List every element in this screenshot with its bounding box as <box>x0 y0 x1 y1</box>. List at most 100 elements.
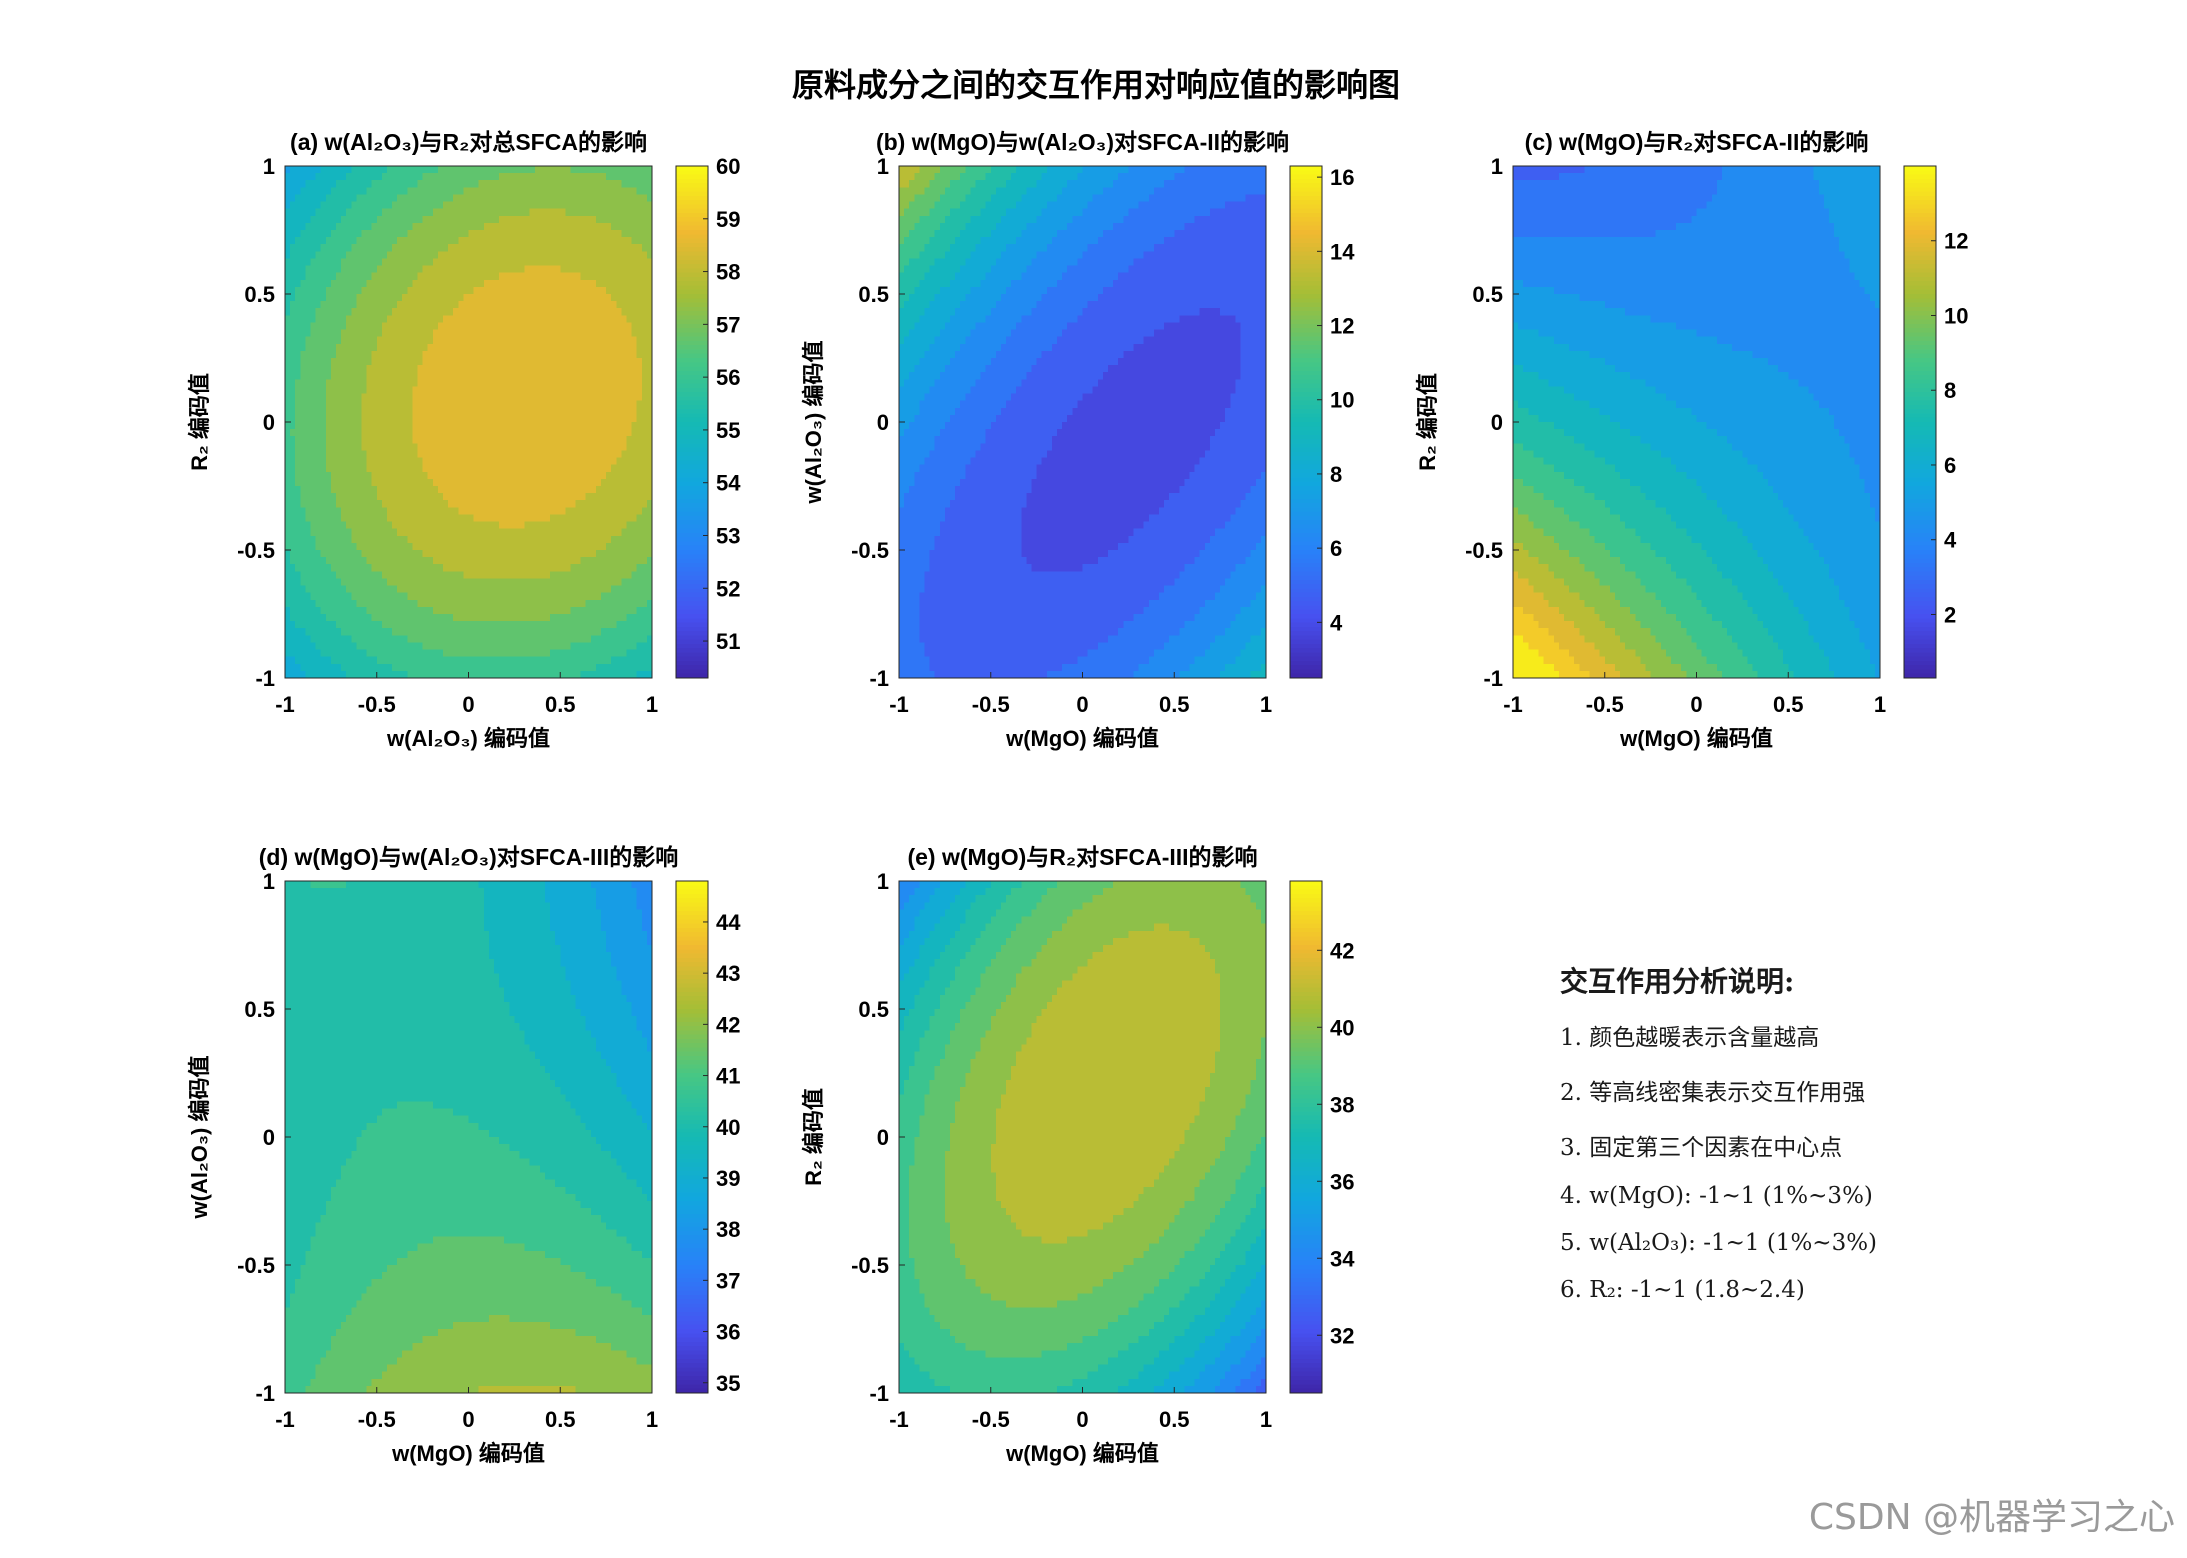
contour-cell <box>534 471 541 480</box>
contour-cell <box>483 336 490 345</box>
contour-cell <box>453 564 459 572</box>
contour-cell <box>432 514 439 523</box>
contour-cell <box>611 365 617 373</box>
contour-cell <box>432 550 439 558</box>
contour-cell <box>453 635 459 644</box>
contour-cell <box>585 478 592 487</box>
contour-cell <box>499 493 505 501</box>
contour-cell <box>397 215 403 224</box>
contour-cell <box>295 414 301 423</box>
contour-cell <box>422 606 429 615</box>
contour-cell <box>335 201 342 210</box>
contour-cell <box>407 301 414 309</box>
contour-cell <box>346 187 352 196</box>
contour-cell <box>376 294 383 302</box>
contour-cell <box>519 493 526 501</box>
contour-cell <box>580 599 587 608</box>
contour-cell <box>443 350 449 359</box>
contour-cell <box>422 564 429 572</box>
contour-cell <box>529 500 536 508</box>
contour-cell <box>397 464 403 473</box>
contour-cell <box>371 194 378 203</box>
contour-cell <box>341 585 347 594</box>
contour-cell <box>529 528 536 537</box>
contour-cell <box>519 471 526 480</box>
contour-cell <box>330 628 337 636</box>
contour-cell <box>611 201 617 210</box>
contour-cell <box>300 365 306 373</box>
contour-cell <box>356 635 363 644</box>
contour-cell <box>473 606 480 615</box>
contour-cell <box>453 244 459 252</box>
contour-cell <box>544 436 551 444</box>
contour-cell <box>300 329 306 338</box>
contour-cell <box>443 670 449 679</box>
contour-cell <box>458 222 465 231</box>
contour-cell <box>509 656 515 665</box>
contour-cell <box>325 230 332 238</box>
contour-cell <box>570 215 577 224</box>
contour-cell <box>448 614 454 622</box>
contour-cell <box>504 272 510 281</box>
contour-cell <box>590 443 597 452</box>
contour-cell <box>631 542 638 551</box>
contour-cell <box>397 528 403 537</box>
contour-cell <box>529 251 536 260</box>
contour-cell <box>315 542 322 551</box>
contour-cell <box>381 535 388 544</box>
contour-cell <box>488 386 495 395</box>
contour-cell <box>560 244 566 252</box>
contour-cell <box>295 621 301 629</box>
contour-cell <box>560 656 566 665</box>
contour-cell <box>335 557 342 565</box>
contour-cell <box>539 251 546 260</box>
contour-cell <box>351 230 357 238</box>
contour-cell <box>432 422 439 430</box>
contour-cell <box>335 571 342 580</box>
contour-cell <box>432 464 439 473</box>
contour-cell <box>432 585 439 594</box>
contour-cell <box>570 528 577 537</box>
contour-cell <box>397 301 403 309</box>
contour-cell <box>422 201 429 210</box>
contour-cell <box>631 173 638 181</box>
contour-cell <box>300 592 306 601</box>
contour-cell <box>590 294 597 302</box>
contour-cell <box>402 166 408 174</box>
contour-cell <box>621 400 628 409</box>
contour-cell <box>448 649 454 658</box>
contour-cell <box>514 194 521 203</box>
contour-cell <box>590 258 597 267</box>
contour-cell <box>341 215 347 224</box>
contour-cell <box>595 436 602 444</box>
contour-cell <box>606 365 612 373</box>
contour-cell <box>519 358 526 366</box>
contour-cell <box>437 251 444 260</box>
contour-cell <box>595 635 602 644</box>
contour-cell <box>468 528 475 537</box>
contour-cell <box>330 621 337 629</box>
contour-cell <box>325 407 332 416</box>
contour-cell <box>550 322 556 331</box>
contour-cell <box>544 187 551 196</box>
contour-cell <box>575 414 582 423</box>
contour-cell <box>544 251 551 260</box>
contour-cell <box>468 592 475 601</box>
contour-cell <box>346 365 352 373</box>
contour-cell <box>300 379 306 388</box>
contour-cell <box>611 656 617 665</box>
contour-cell <box>616 265 623 274</box>
contour-cell <box>575 407 582 416</box>
contour-cell <box>335 365 342 373</box>
contour-cell <box>478 557 485 565</box>
contour-cell <box>290 542 296 551</box>
contour-cell <box>330 500 337 508</box>
contour-cell <box>325 272 332 281</box>
contour-cell <box>499 514 505 523</box>
contour-cell <box>453 542 459 551</box>
contour-cell <box>626 663 633 672</box>
contour-cell <box>621 635 628 644</box>
contour-cell <box>453 500 459 508</box>
contour-cell <box>392 450 398 459</box>
contour-cell <box>346 486 352 494</box>
